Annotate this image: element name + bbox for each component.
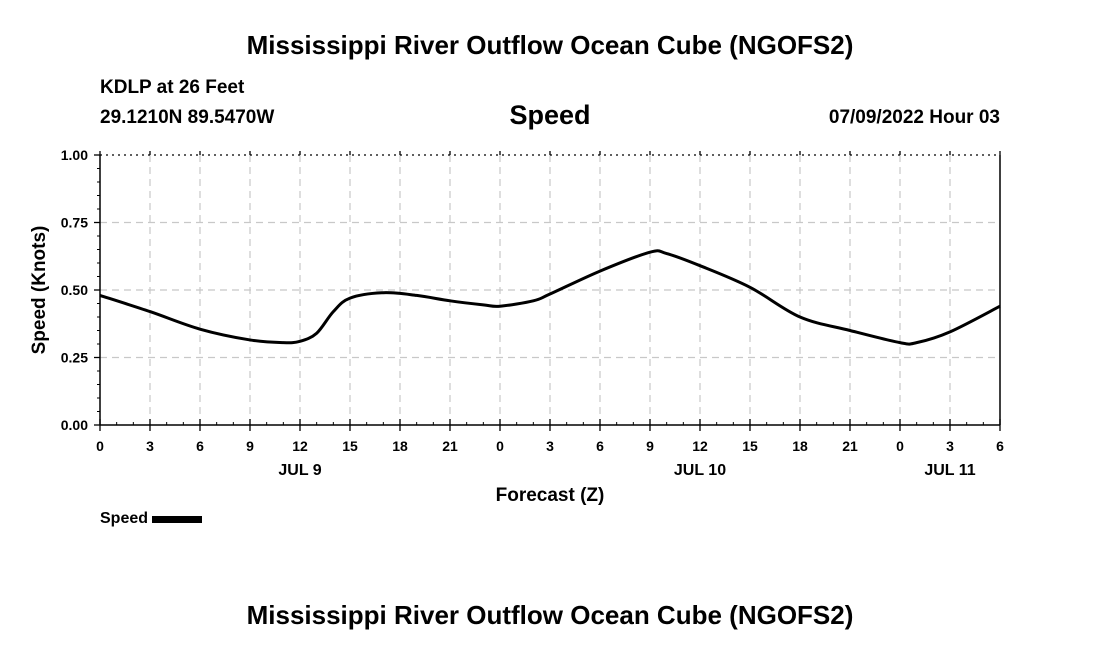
forecast-datetime: 07/09/2022 Hour 03 bbox=[828, 107, 1000, 128]
legend-label: Speed bbox=[100, 510, 149, 527]
legend: Speed bbox=[100, 510, 203, 528]
chart-title: Mississippi River Outflow Ocean Cube (NG… bbox=[246, 30, 854, 60]
x-tick-label: 12 bbox=[692, 438, 708, 454]
x-tick-label: 6 bbox=[196, 438, 204, 454]
x-tick-label: 3 bbox=[546, 438, 554, 454]
x-tick-label: 0 bbox=[896, 438, 904, 454]
y-tick-label: 0.50 bbox=[61, 282, 88, 298]
x-tick-label: 18 bbox=[392, 438, 408, 454]
y-tick-label: 0.75 bbox=[61, 215, 88, 231]
series-line-speed bbox=[99, 249, 1001, 346]
legend-swatch bbox=[152, 515, 203, 523]
x-tick-label: 3 bbox=[146, 438, 154, 454]
x-tick-label: 18 bbox=[792, 438, 808, 454]
coordinates-label: 29.1210N 89.5470W bbox=[100, 107, 275, 128]
x-tick-label: 0 bbox=[496, 438, 504, 454]
y-tick-label: 0.25 bbox=[61, 350, 88, 366]
x-date-label: JUL 11 bbox=[924, 462, 975, 479]
x-tick-label: 9 bbox=[646, 438, 654, 454]
x-tick-label: 6 bbox=[996, 438, 1004, 454]
x-tick-label: 21 bbox=[842, 438, 858, 454]
x-tick-label: 0 bbox=[96, 438, 104, 454]
parameter-title: Speed bbox=[509, 100, 591, 130]
x-tick-label: 12 bbox=[292, 438, 308, 454]
x-tick-label: 15 bbox=[342, 438, 358, 454]
footer-title: Mississippi River Outflow Ocean Cube (NG… bbox=[246, 600, 854, 630]
x-tick-label: 15 bbox=[742, 438, 758, 454]
x-date-label: JUL 10 bbox=[674, 462, 726, 479]
x-tick-label: 6 bbox=[596, 438, 604, 454]
x-tick-label: 3 bbox=[946, 438, 954, 454]
y-tick-label: 1.00 bbox=[61, 147, 88, 163]
y-tick-label: 0.00 bbox=[61, 417, 88, 433]
x-tick-label: 21 bbox=[442, 438, 458, 454]
station-label: KDLP at 26 Feet bbox=[100, 77, 245, 98]
y-axis-label: Speed (Knots) bbox=[29, 226, 50, 355]
x-tick-label: 9 bbox=[246, 438, 254, 454]
x-axis-label: Forecast (Z) bbox=[496, 485, 605, 506]
x-date-label: JUL 9 bbox=[278, 462, 321, 479]
